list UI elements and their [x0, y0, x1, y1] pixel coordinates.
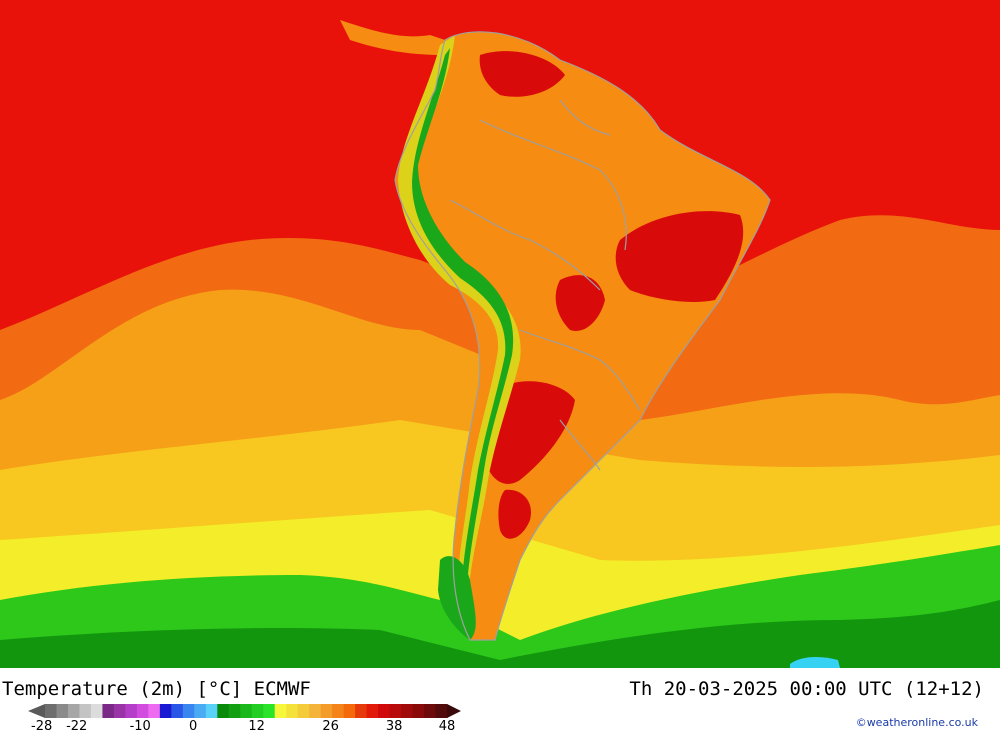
legend-swatch	[355, 704, 368, 718]
legend-tick-label: -22	[66, 719, 87, 732]
legend-swatch	[45, 704, 57, 718]
hot-zone-patagonia	[498, 489, 531, 539]
legend-swatch	[424, 704, 437, 718]
legend-swatch	[263, 704, 276, 718]
legend-swatch	[401, 704, 414, 718]
legend-swatch	[182, 704, 195, 718]
legend-swatch	[320, 704, 333, 718]
legend-swatch	[205, 704, 218, 718]
ocean-dark-green-band	[0, 600, 1000, 668]
border-line	[559, 419, 601, 471]
hot-zone-argentina	[485, 381, 575, 484]
legend-swatch	[194, 704, 207, 718]
legend-swatch	[378, 704, 391, 718]
legend-swatch	[56, 704, 69, 718]
hot-zone-venezuela	[479, 51, 565, 97]
legend-swatch	[171, 704, 184, 718]
legend-tick-label: 0	[189, 719, 197, 732]
temperature-map	[0, 0, 1000, 668]
border-line	[559, 99, 611, 136]
central-america-land	[340, 20, 445, 55]
legend-tick-label: -10	[130, 719, 151, 732]
legend-swatch	[67, 704, 80, 718]
legend-tick-label: 38	[386, 719, 403, 732]
coastline	[394, 31, 771, 641]
legend-swatch	[412, 704, 425, 718]
credit-link[interactable]: ©weatheronline.co.uk	[855, 716, 978, 729]
legend-swatch	[113, 704, 126, 718]
legend-swatch	[251, 704, 264, 718]
legend-swatch	[148, 704, 161, 718]
legend-swatch	[332, 704, 345, 718]
legend-swatch	[366, 704, 379, 718]
legend-swatch	[90, 704, 103, 718]
legend-swatch	[217, 704, 230, 718]
legend-swatch	[286, 704, 299, 718]
legend-swatch	[435, 704, 448, 718]
legend-swatch	[125, 704, 138, 718]
legend-swatch	[343, 704, 356, 718]
border-line	[519, 329, 641, 411]
legend-swatch	[240, 704, 253, 718]
south-america-land	[395, 31, 770, 640]
legend-tick-label: 12	[248, 719, 265, 732]
legend-tick-label: 48	[439, 719, 456, 732]
legend-swatch	[102, 704, 115, 718]
legend-swatch	[309, 704, 322, 718]
legend-swatch	[274, 704, 287, 718]
legend-swatch	[297, 704, 310, 718]
andes-yellow-band	[398, 35, 521, 600]
legend-tick-label: -28	[31, 719, 52, 732]
border-line	[479, 119, 627, 251]
hot-zone-chaco	[555, 275, 605, 331]
legend-tick-label: 26	[322, 719, 339, 732]
cyan-patch	[790, 656, 840, 668]
country-borders	[394, 31, 771, 641]
border-line	[449, 199, 601, 291]
temperature-legend: -28 -22 -10 0 12 26 38 48	[28, 704, 461, 732]
map-timestamp: Th 20-03-2025 00:00 UTC (12+12)	[629, 678, 984, 700]
legend-arrow-right	[447, 704, 461, 718]
map-title: Temperature (2m) [°C] ECMWF	[2, 678, 311, 700]
legend-swatch	[389, 704, 402, 718]
legend-swatch	[159, 704, 172, 718]
legend-swatch	[228, 704, 241, 718]
hot-zone-brazil	[615, 211, 744, 302]
legend-arrow-left	[28, 704, 45, 718]
legend-swatch	[79, 704, 92, 718]
map-footer: Temperature (2m) [°C] ECMWF Th 20-03-202…	[0, 668, 1000, 733]
legend-swatch	[136, 704, 149, 718]
